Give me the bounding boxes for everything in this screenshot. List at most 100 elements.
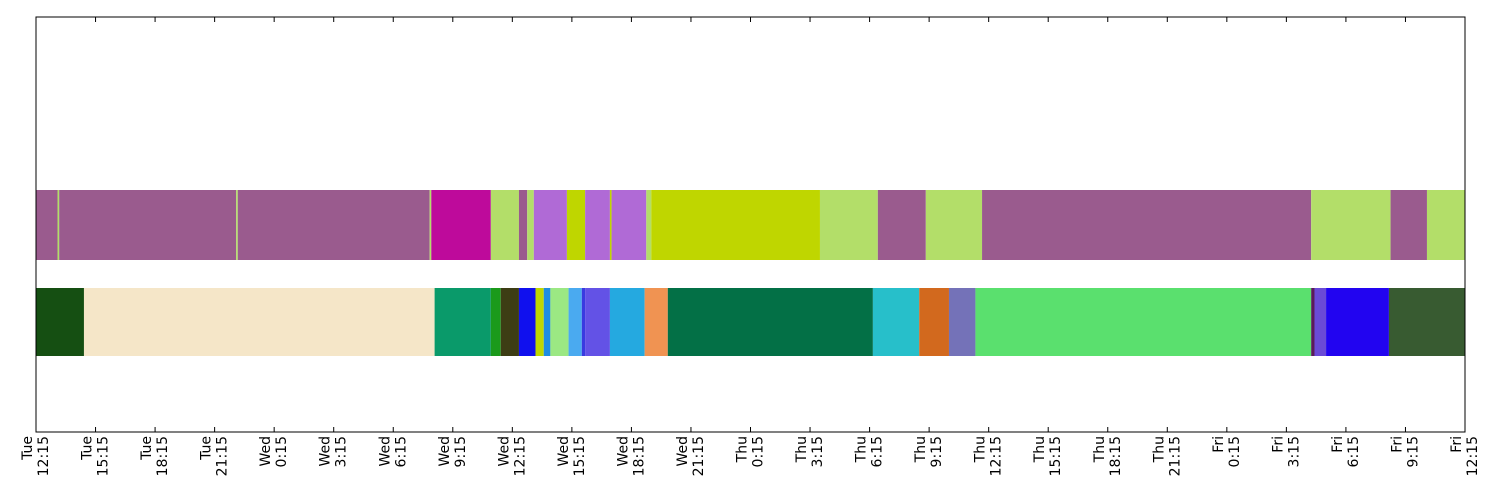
row-2-segment-8 (543, 288, 551, 356)
x-tick-label-day: Thu (1151, 436, 1167, 463)
x-axis: Tue12:15 Tue15:15 Tue18:15 Tue21:15 Wed0:15 W… (20, 17, 1481, 476)
x-tick-label-time: 15:15 (572, 436, 588, 476)
x-tick-label-day: Fri (1330, 436, 1346, 453)
row-2-segment-21 (1314, 288, 1327, 356)
x-tick-label: Thu6:15 (854, 436, 886, 467)
x-tick-label: Wed15:15 (556, 436, 588, 476)
x-tick-label: Thu21:15 (1151, 436, 1183, 476)
x-tick-6: Wed3:15 (318, 17, 350, 467)
x-tick-label-day: Thu (913, 436, 929, 463)
x-tick-label: Fri12:15 (1449, 436, 1481, 476)
x-tick-label-time: 9:15 (453, 436, 469, 467)
x-tick-label: Fri6:15 (1330, 436, 1362, 467)
x-tick-4: Tue21:15 (199, 17, 231, 476)
row-1-segment-3 (59, 190, 237, 260)
x-tick-label-time: 9:15 (929, 436, 945, 467)
x-tick-label-day: Wed (496, 436, 512, 467)
x-tick-14: Thu3:15 (794, 17, 826, 467)
row-2-segment-3 (434, 288, 491, 356)
x-tick-label: Wed6:15 (377, 436, 409, 467)
x-tick-label-time: 0:15 (274, 436, 290, 467)
x-tick-label-day: Fri (1449, 436, 1465, 453)
x-tick-label: Thu12:15 (973, 436, 1005, 476)
x-tick-17: Thu12:15 (973, 17, 1005, 476)
x-tick-19: Thu18:15 (1092, 17, 1124, 476)
x-tick-1: Tue12:15 (20, 17, 52, 476)
x-tick-label-day: Wed (318, 436, 334, 467)
x-tick-label: Wed3:15 (318, 436, 350, 467)
x-tick-label-day: Fri (1211, 436, 1227, 453)
x-tick-label-time: 15:15 (1048, 436, 1064, 476)
x-tick-label-day: Thu (973, 436, 989, 463)
x-tick-8: Wed9:15 (437, 17, 469, 467)
x-tick-label-time: 3:15 (334, 436, 350, 467)
row-1-segment-17 (651, 190, 820, 260)
x-tick-label: Thu0:15 (735, 436, 767, 467)
x-tick-label: Tue12:15 (20, 436, 52, 476)
x-tick-label: Thu3:15 (794, 436, 826, 467)
row-1-segment-7 (431, 190, 491, 260)
x-tick-21: Fri0:15 (1211, 17, 1243, 467)
x-tick-18: Thu15:15 (1032, 17, 1064, 476)
x-tick-label-time: 12:15 (36, 436, 52, 476)
x-tick-label-day: Wed (615, 436, 631, 467)
x-tick-label-day: Tue (20, 436, 36, 461)
x-tick-label: Tue15:15 (80, 436, 112, 476)
x-tick-label-time: 12:15 (512, 436, 528, 476)
row-2-segment-16 (872, 288, 920, 356)
x-tick-20: Thu21:15 (1151, 17, 1183, 476)
row-1-segment-16 (646, 190, 652, 260)
row-1-segment-15 (611, 190, 647, 260)
x-tick-9: Wed12:15 (496, 17, 528, 476)
x-tick-13: Thu0:15 (735, 17, 767, 467)
row-1-segment-2 (57, 190, 60, 260)
row-1-segment-6 (429, 190, 432, 260)
row-1-segment-12 (566, 190, 586, 260)
x-tick-label-day: Thu (1032, 436, 1048, 463)
row-1-segment-13 (585, 190, 610, 260)
row-1-segment-18 (819, 190, 878, 260)
x-tick-label: Thu9:15 (913, 436, 945, 467)
x-tick-label-day: Fri (1270, 436, 1286, 453)
row-2-segment-1 (36, 288, 84, 356)
row-2-segment-10 (568, 288, 582, 356)
x-tick-label: Tue18:15 (139, 436, 171, 476)
row-1-segment-4 (236, 190, 238, 260)
row-1-segment-5 (237, 190, 430, 260)
row-2-segment-23 (1388, 288, 1465, 356)
x-tick-label: Fri9:15 (1389, 436, 1421, 467)
x-tick-label: Thu15:15 (1032, 436, 1064, 476)
x-tick-3: Tue18:15 (139, 17, 171, 476)
x-tick-label-time: 6:15 (870, 436, 886, 467)
x-tick-label-time: 21:15 (691, 436, 707, 476)
x-tick-label-day: Fri (1389, 436, 1405, 453)
row-2-segment-18 (948, 288, 976, 356)
row-2-segment-14 (644, 288, 668, 356)
x-tick-label: Wed18:15 (615, 436, 647, 476)
row-1-segment-21 (982, 190, 1312, 260)
x-tick-label: Wed0:15 (258, 436, 290, 467)
row-2-segment-12 (585, 288, 610, 356)
x-tick-label-time: 15:15 (96, 436, 112, 476)
x-tick-label: Wed21:15 (675, 436, 707, 476)
x-tick-label-time: 21:15 (215, 436, 231, 476)
x-tick-label-time: 18:15 (631, 436, 647, 476)
x-tick-label-day: Tue (199, 436, 215, 461)
row-1-segment-19 (877, 190, 926, 260)
x-tick-label-time: 9:15 (1405, 436, 1421, 467)
row-2-segment-19 (975, 288, 1312, 356)
row-1-segment-11 (533, 190, 567, 260)
x-tick-label-time: 0:15 (1227, 436, 1243, 467)
row-2-segment-15 (667, 288, 873, 356)
row-2-segment-4 (490, 288, 501, 356)
row-2-segment-2 (83, 288, 435, 356)
x-tick-label-day: Thu (1092, 436, 1108, 463)
row-1-segment-8 (490, 190, 519, 260)
x-tick-label: Wed9:15 (437, 436, 469, 467)
row-1-segment-9 (518, 190, 528, 260)
x-tick-label-time: 12:15 (1465, 436, 1481, 476)
x-tick-label-time: 21:15 (1167, 436, 1183, 476)
row-2-segment-9 (550, 288, 569, 356)
x-tick-label-day: Wed (675, 436, 691, 467)
